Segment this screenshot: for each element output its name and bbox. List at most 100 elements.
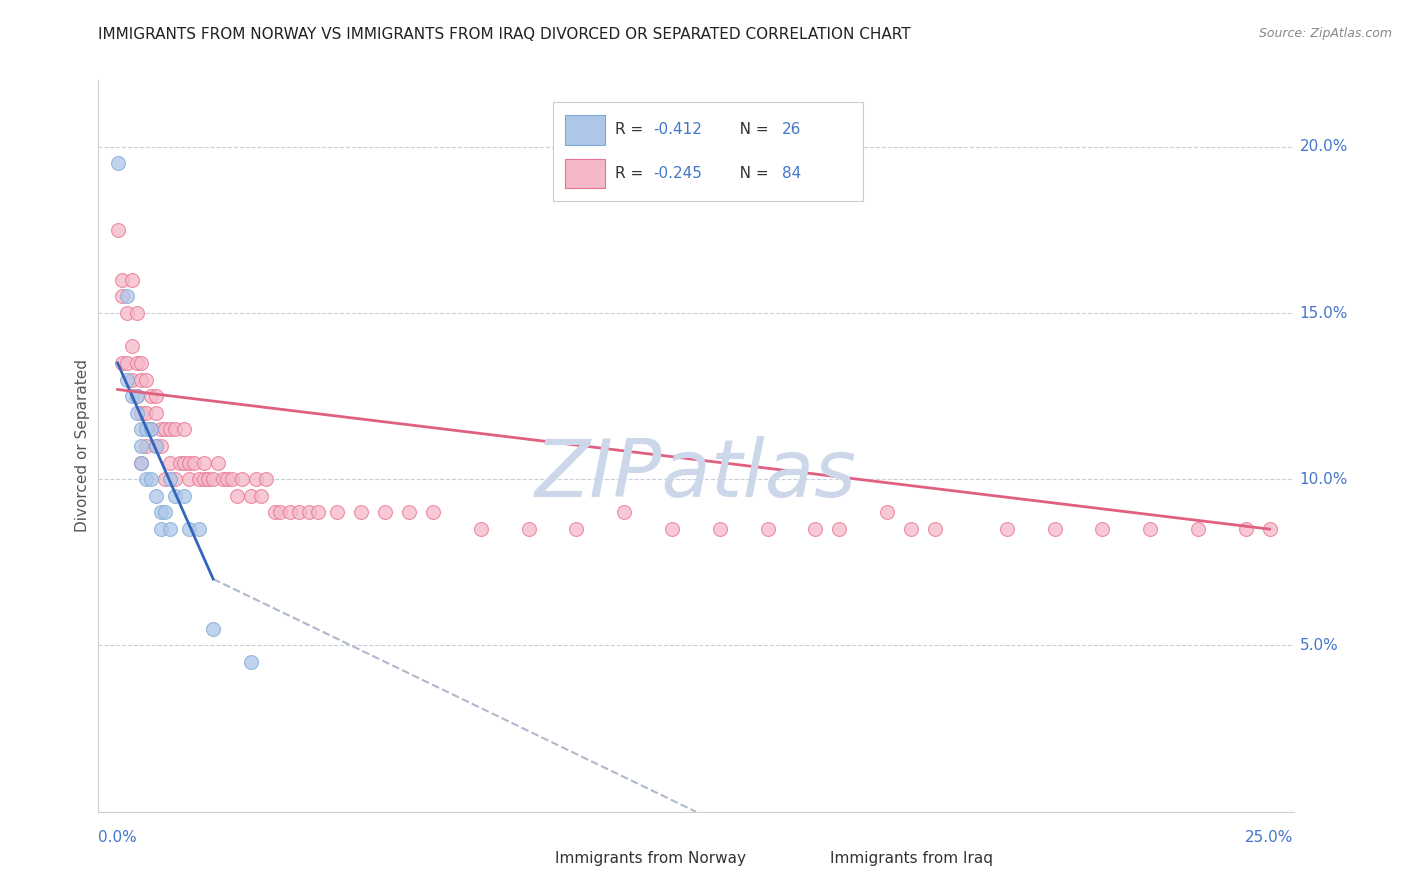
Point	[1139, 522, 1161, 536]
FancyBboxPatch shape	[553, 103, 863, 201]
Point	[398, 506, 420, 520]
Point	[307, 506, 329, 520]
Point	[155, 472, 177, 486]
Point	[131, 456, 153, 470]
Point	[254, 472, 277, 486]
Point	[1234, 522, 1257, 536]
Point	[193, 472, 215, 486]
Point	[115, 372, 138, 386]
Text: 5.0%: 5.0%	[1299, 638, 1339, 653]
Point	[374, 506, 396, 520]
Point	[217, 472, 239, 486]
Point	[288, 506, 311, 520]
Point	[470, 522, 492, 536]
Text: 15.0%: 15.0%	[1299, 306, 1348, 320]
Text: -0.412: -0.412	[652, 122, 702, 137]
Point	[350, 506, 373, 520]
Point	[115, 356, 138, 370]
Point	[193, 456, 215, 470]
Point	[107, 156, 129, 170]
Text: 84: 84	[782, 166, 801, 181]
Point	[125, 406, 148, 420]
Point	[125, 389, 148, 403]
Text: 20.0%: 20.0%	[1299, 139, 1348, 154]
Point	[900, 522, 922, 536]
Point	[107, 223, 129, 237]
Point	[135, 372, 157, 386]
Text: 0.0%: 0.0%	[98, 830, 138, 845]
Point	[139, 389, 162, 403]
Point	[131, 422, 153, 436]
Point	[135, 439, 157, 453]
Point	[131, 406, 153, 420]
Point	[135, 406, 157, 420]
Point	[264, 506, 287, 520]
Point	[131, 456, 153, 470]
Point	[231, 472, 253, 486]
Point	[211, 472, 233, 486]
Point	[661, 522, 683, 536]
Point	[139, 472, 162, 486]
Point	[250, 489, 273, 503]
Point	[125, 356, 148, 370]
Point	[828, 522, 851, 536]
Point	[179, 472, 201, 486]
Text: IMMIGRANTS FROM NORWAY VS IMMIGRANTS FROM IRAQ DIVORCED OR SEPARATED CORRELATION: IMMIGRANTS FROM NORWAY VS IMMIGRANTS FRO…	[98, 27, 911, 42]
Point	[155, 506, 177, 520]
Point	[149, 522, 172, 536]
Point	[240, 655, 263, 669]
Point	[269, 506, 291, 520]
Point	[187, 522, 209, 536]
Text: R =: R =	[614, 166, 648, 181]
Point	[121, 273, 143, 287]
Point	[924, 522, 946, 536]
Point	[111, 289, 134, 303]
Point	[159, 522, 181, 536]
Point	[163, 472, 186, 486]
Point	[131, 372, 153, 386]
Point	[226, 489, 249, 503]
Point	[145, 406, 167, 420]
Text: -0.245: -0.245	[652, 166, 702, 181]
Point	[163, 489, 186, 503]
Point	[125, 306, 148, 320]
Point	[111, 356, 134, 370]
Point	[221, 472, 243, 486]
Point	[139, 422, 162, 436]
Point	[149, 439, 172, 453]
Point	[149, 506, 172, 520]
Point	[131, 439, 153, 453]
Point	[159, 422, 181, 436]
Point	[173, 456, 195, 470]
Text: Immigrants from Iraq: Immigrants from Iraq	[830, 851, 993, 866]
Point	[145, 439, 167, 453]
Point	[121, 339, 143, 353]
Text: Immigrants from Norway: Immigrants from Norway	[555, 851, 747, 866]
Point	[173, 422, 195, 436]
Point	[159, 456, 181, 470]
Point	[121, 389, 143, 403]
Point	[187, 472, 209, 486]
Point	[565, 522, 588, 536]
Point	[145, 439, 167, 453]
Point	[155, 422, 177, 436]
Point	[183, 456, 205, 470]
Text: R =: R =	[614, 122, 648, 137]
Point	[179, 456, 201, 470]
Point	[613, 506, 636, 520]
Point	[135, 422, 157, 436]
Point	[278, 506, 301, 520]
Point	[1187, 522, 1209, 536]
Text: N =: N =	[724, 166, 773, 181]
Text: 10.0%: 10.0%	[1299, 472, 1348, 487]
Point	[111, 273, 134, 287]
Point	[1258, 522, 1281, 536]
FancyBboxPatch shape	[565, 159, 605, 188]
Point	[145, 489, 167, 503]
Point	[995, 522, 1018, 536]
Point	[804, 522, 827, 536]
Point	[876, 506, 898, 520]
Point	[517, 522, 540, 536]
Point	[197, 472, 219, 486]
Y-axis label: Divorced or Separated: Divorced or Separated	[75, 359, 90, 533]
